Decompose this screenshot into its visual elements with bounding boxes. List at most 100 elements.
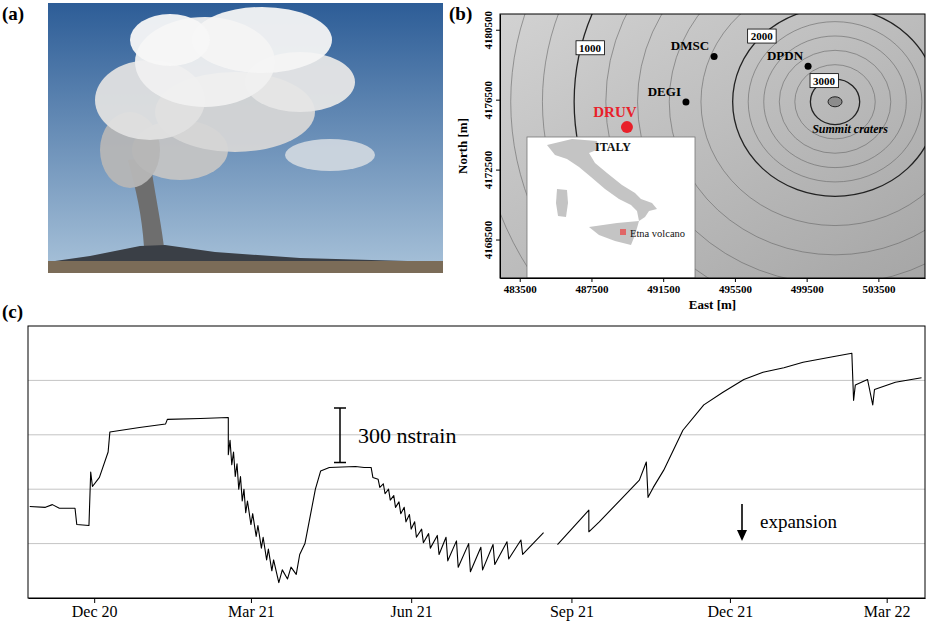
tick-label: Jun 21 — [391, 603, 433, 620]
contour-label-text: 3000 — [813, 75, 836, 87]
contour-label: 3000 — [810, 74, 839, 88]
tick: 4172500 — [482, 150, 500, 189]
axis: Dec 20 Mar 21 Jun 21 Sep 21 Dec 21 Mar 22 — [29, 598, 926, 621]
tick: 4180500 — [482, 10, 500, 49]
tick-label: Mar 21 — [228, 603, 275, 620]
contour-minor — [701, 14, 925, 226]
map-annotation: Summit craters — [812, 122, 888, 136]
tick-label: 4176500 — [482, 80, 494, 119]
annotation: expansion — [760, 511, 838, 532]
tick-label: 487500 — [575, 283, 609, 295]
axis: 4168500 4172500 4176500 4180500 — [482, 10, 501, 278]
tick-label: Dec 20 — [72, 603, 118, 620]
tick-mark — [94, 598, 95, 603]
contour-minor — [779, 50, 890, 153]
tick: Mar 21 — [228, 598, 275, 620]
station — [805, 63, 812, 70]
tick-label: 4180500 — [482, 10, 494, 49]
inset-land — [556, 189, 568, 217]
tick: Sep 21 — [550, 598, 594, 621]
tick: 495500 — [719, 278, 753, 295]
tick-label: Dec 21 — [708, 603, 754, 620]
contour-label-text: 2000 — [751, 30, 774, 42]
grid-line — [28, 434, 925, 435]
photo-cloud — [192, 7, 332, 73]
tick: Mar 22 — [864, 598, 911, 620]
inset-marker — [620, 229, 626, 235]
photo-cloud — [130, 14, 210, 66]
tick: 487500 — [575, 278, 609, 295]
scale-bar-label: 300 nstrain — [358, 423, 456, 448]
grid-line — [28, 380, 925, 381]
tick-label: Mar 22 — [864, 603, 911, 620]
map-background — [500, 14, 925, 278]
summit-crater — [828, 97, 842, 107]
map-frame — [500, 14, 925, 278]
map-area — [500, 14, 925, 278]
tick: Dec 21 — [708, 598, 754, 620]
panel-letter: (c) — [2, 301, 23, 323]
contour-minor — [669, 14, 925, 255]
tick-label: 491500 — [647, 283, 681, 295]
grid-line — [28, 543, 925, 544]
tick-mark — [496, 100, 500, 101]
axis: 483500 487500 491500 495500 499500 503500 — [501, 278, 926, 295]
contour-label-box — [576, 41, 605, 55]
contour-minor — [511, 14, 925, 278]
station — [621, 121, 633, 133]
tick: Jun 21 — [391, 598, 433, 620]
inset-land — [547, 139, 657, 221]
contour-label-box — [748, 29, 777, 43]
tick-mark — [591, 278, 592, 282]
tick-mark — [730, 598, 731, 603]
figure: (a) DRUV DEGI DMSC DPDN Summit craters 1000 200… — [0, 0, 931, 636]
station-label: DRUV — [593, 104, 636, 120]
panel-letter: (a) — [2, 3, 24, 25]
tick-mark — [663, 278, 664, 282]
tick-mark — [735, 278, 736, 282]
grid-line — [28, 489, 925, 490]
tick: 499500 — [791, 278, 825, 295]
station — [711, 53, 718, 60]
contour-minor — [764, 36, 907, 168]
tick-label: Sep 21 — [550, 603, 594, 621]
panel-letter: (b) — [449, 3, 472, 25]
contour-label-box — [810, 74, 839, 88]
tick-mark — [887, 598, 888, 603]
axis-line — [500, 15, 501, 279]
contour-minor — [500, 14, 925, 278]
tick: 483500 — [504, 278, 538, 295]
photo-town — [48, 261, 443, 273]
axis-line — [29, 598, 926, 599]
tick: Dec 20 — [72, 598, 118, 620]
tick: 491500 — [647, 278, 681, 295]
contour-major — [574, 14, 925, 278]
tick-label: 503500 — [862, 283, 896, 295]
station — [682, 98, 689, 105]
strain-line — [30, 353, 922, 582]
photo-cloud — [285, 139, 375, 171]
tick-mark — [496, 170, 500, 171]
inset-title: ITALY — [595, 140, 631, 154]
photo-mountain — [48, 245, 443, 273]
annotation-arrow-shaft — [741, 504, 743, 532]
contour-label: 1000 — [576, 41, 605, 55]
tick-label: 4168500 — [482, 220, 494, 259]
station-label: DEGI — [648, 84, 681, 99]
tick-label: 495500 — [719, 283, 753, 295]
tick-mark — [496, 30, 500, 31]
axis-line — [501, 278, 926, 279]
plot-area — [30, 353, 922, 582]
inset-label: Etna volcano — [630, 228, 685, 239]
contour-minor — [500, 14, 925, 278]
station-label: DPDN — [767, 48, 804, 63]
contour-minor — [748, 22, 922, 182]
tick: 4168500 — [482, 220, 500, 259]
tick: 503500 — [862, 278, 896, 295]
tick-mark — [520, 278, 521, 282]
tick-mark — [251, 598, 252, 603]
tick-mark — [571, 598, 572, 603]
tick: 4176500 — [482, 80, 500, 119]
station-label: DMSC — [671, 38, 709, 53]
contour-major — [733, 14, 925, 196]
